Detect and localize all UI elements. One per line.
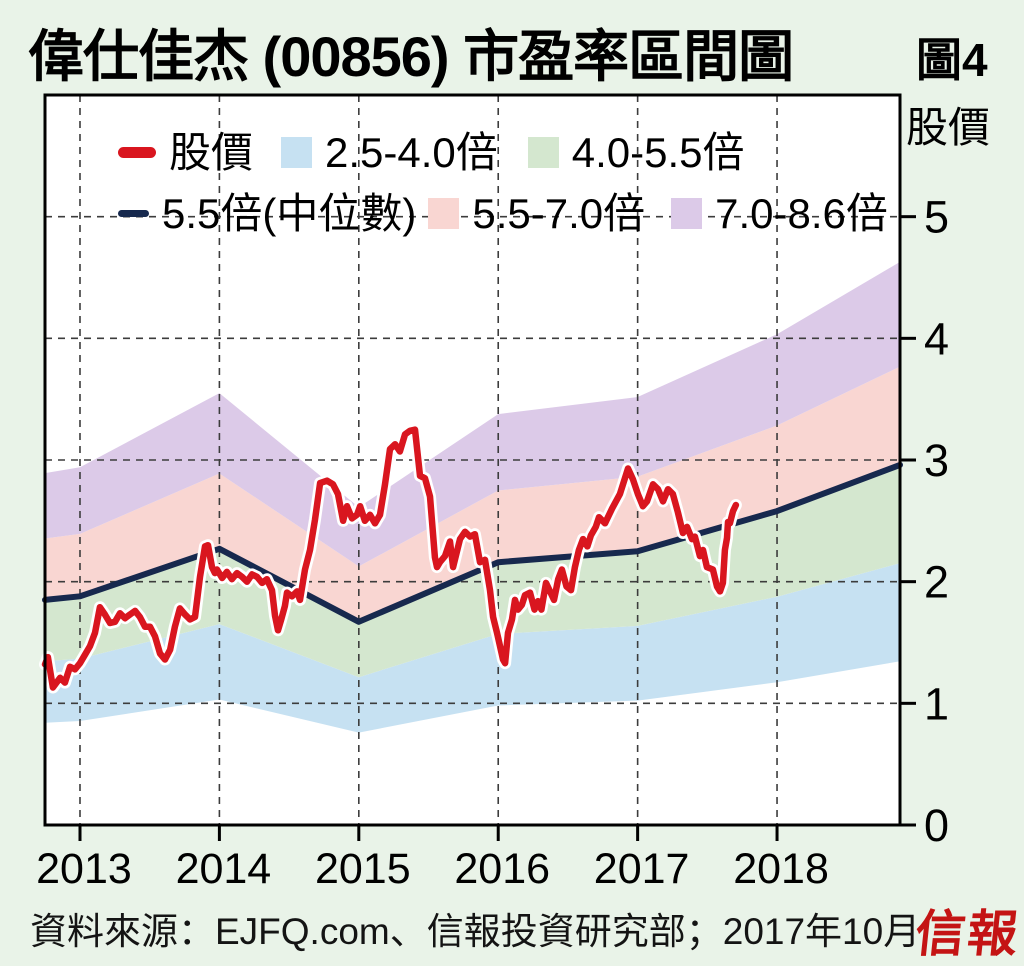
figure-number-label: 圖4 [916, 34, 988, 86]
band-5.5-7.0倍 [45, 366, 900, 622]
y-tick-label-4: 4 [924, 313, 949, 364]
price-line [41, 426, 740, 691]
legend-label: 5.5-7.0倍 [472, 189, 646, 237]
y-tick-label-3: 3 [924, 435, 949, 486]
median-pe-line [42, 461, 903, 625]
hkej-logo: 信報 [912, 906, 1023, 962]
band-4.0-5.5倍 [45, 464, 900, 678]
x-tick-label-2015: 2015 [315, 845, 411, 893]
legend-line-swatch [118, 210, 149, 217]
legend-label: 2.5-4.0倍 [325, 128, 498, 176]
legend-color-swatch [527, 137, 559, 168]
x-tick-label-2016: 2016 [454, 845, 550, 893]
chart-legend: 股價 2.5-4.0倍 4.0-5.5倍 5.5倍(中位數) 5.5-7.0倍 7.0-8… [118, 122, 888, 244]
source-note: 資料來源：EJFQ.com、信報投資研究部；2017年10月 [30, 911, 921, 952]
band-2.5-4.0倍 [45, 563, 900, 733]
legend-label: 7.0-8.6倍 [715, 189, 888, 237]
legend-row-1: 股價 2.5-4.0倍 4.0-5.5倍 [118, 122, 888, 183]
y-tick-label-2: 2 [924, 557, 949, 608]
x-tick-label-2017: 2017 [594, 845, 690, 893]
y-axis-title: 股價 [906, 104, 991, 151]
legend-line-swatch [118, 147, 156, 158]
y-tick-label-1: 1 [924, 678, 949, 729]
x-tick-label-2018: 2018 [733, 845, 829, 893]
x-tick-label-2013: 2013 [36, 845, 132, 893]
legend-label: 5.5倍(中位數) [162, 189, 417, 237]
band-7.0-8.6倍 [45, 261, 900, 567]
y-tick-label-0: 0 [924, 800, 949, 851]
legend-label: 4.0-5.5倍 [571, 128, 745, 176]
legend-color-swatch [671, 198, 703, 229]
legend-label: 股價 [169, 128, 254, 176]
legend-row-2: 5.5倍(中位數) 5.5-7.0倍 7.0-8.6倍 [118, 183, 888, 244]
legend-color-swatch [428, 198, 460, 229]
x-tick-label-2014: 2014 [176, 845, 272, 893]
page-title: 偉仕佳杰 (00856) 市盈率區間圖 [28, 25, 794, 88]
y-tick-label-5: 5 [924, 192, 949, 243]
legend-color-swatch [281, 137, 313, 168]
